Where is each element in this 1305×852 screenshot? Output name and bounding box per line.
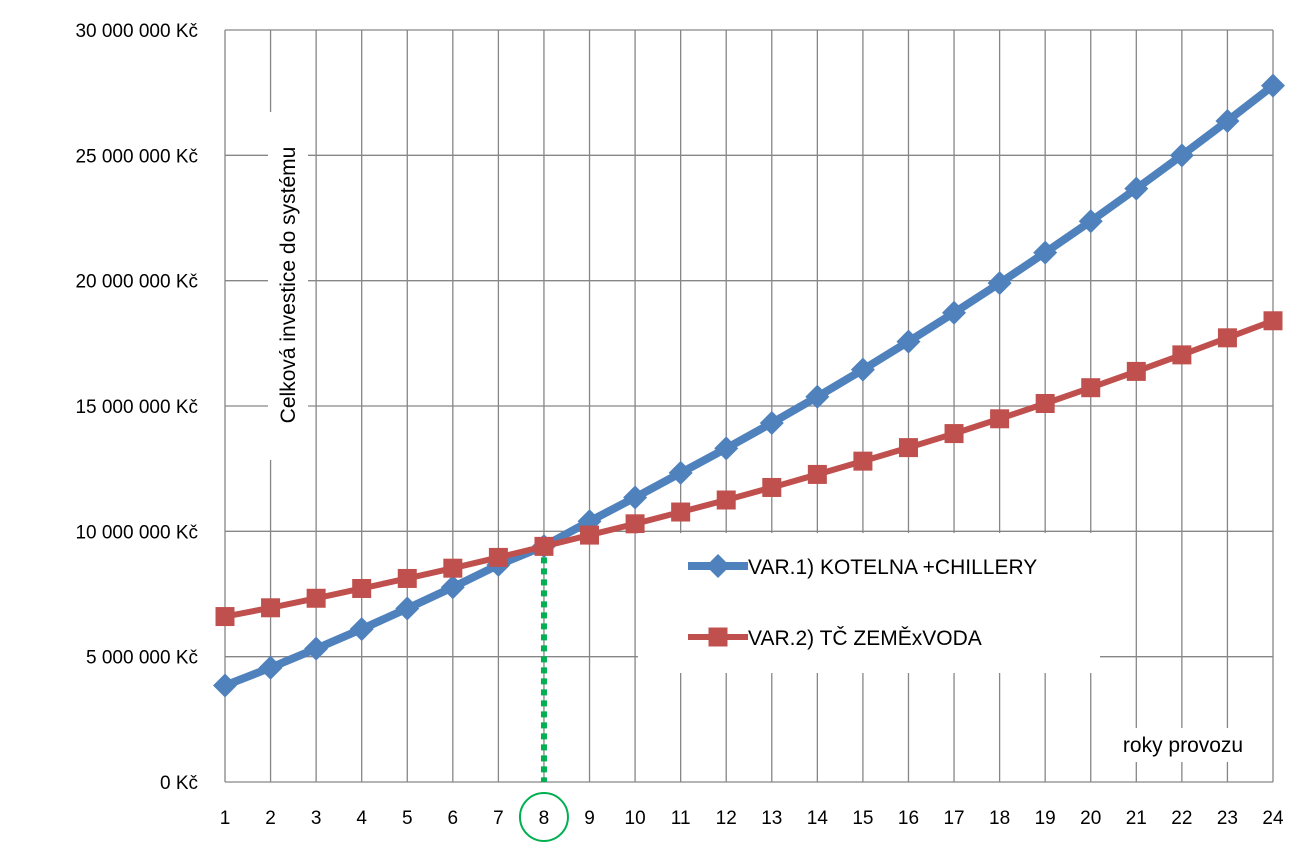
data-point [1124,176,1149,201]
x-tick-label: 7 [493,808,504,829]
data-point [762,477,782,497]
data-point [1033,240,1058,265]
legend-label: VAR.2) TČ ZEMĚxVODA [748,627,982,650]
data-point [1078,209,1103,234]
legend-label: VAR.1) KOTELNA +CHILLERY [748,556,1037,579]
y-tick-label: 5 000 000 Kč [86,648,198,669]
x-tick-label: 2 [265,808,276,829]
x-tick-label: 14 [807,808,829,829]
breakeven-highlight [518,546,569,842]
data-point [896,329,921,354]
legend-item: VAR.1) KOTELNA +CHILLERY [688,554,1037,579]
y-tick-label: 0 Kč [160,773,198,794]
data-point [987,271,1012,296]
x-tick-label: 12 [716,808,737,829]
series-2 [215,311,1283,627]
x-tick-label: 8 [539,808,550,829]
data-point [1035,393,1055,413]
data-point [397,568,417,588]
data-point [990,409,1010,429]
x-tick-label: 21 [1126,808,1147,829]
data-point [853,451,873,471]
data-point [1263,311,1283,331]
breakeven-circle [518,792,569,842]
y-axis-tick-labels: 0 Kč 5 000 000 Kč 10 000 000 Kč 15 000 000 … [75,21,198,794]
data-point [488,547,508,567]
y-tick-label: 15 000 000 Kč [75,397,198,418]
legend-items: VAR.1) KOTELNA +CHILLERY VAR.2) TČ ZEMĚxV… [688,554,1037,650]
data-point [534,536,554,556]
data-point [714,436,739,461]
y-axis-title-background [268,112,308,460]
x-tick-label: 3 [311,808,322,829]
data-point [1169,143,1194,168]
x-tick-label: 10 [625,808,646,829]
x-axis-title-background [1102,728,1264,762]
y-tick-label: 25 000 000 Kč [75,146,198,167]
data-point [671,502,691,522]
x-tick-label: 24 [1262,808,1284,829]
data-point [1081,378,1101,398]
series-lines [213,73,1285,698]
x-tick-label: 19 [1035,808,1056,829]
data-point [443,558,463,578]
x-tick-label: 22 [1171,808,1192,829]
x-tick-label: 6 [448,808,459,829]
y-tick-label: 10 000 000 Kč [75,522,198,543]
data-point [1217,328,1237,348]
legend-swatch-marker [706,554,730,578]
x-tick-label: 16 [898,808,919,829]
y-axis-title: Celková investice do systému [277,147,300,424]
y-tick-label: 30 000 000 Kč [75,21,198,42]
x-axis-title: roky provozu [1123,734,1243,757]
data-point [716,490,736,510]
legend-item: VAR.2) TČ ZEMĚxVODA [688,627,982,650]
y-tick-label: 20 000 000 Kč [75,272,198,293]
data-point [258,655,283,680]
x-tick-label: 4 [356,808,367,829]
data-point [668,460,693,485]
data-point [395,596,420,621]
x-axis-tick-labels: 1 2 3 4 5 6 7 8 9 10 11 12 13 14 15 16 17 18 19 20 21 22 23 24 [220,808,1284,829]
x-tick-label: 1 [220,808,231,829]
x-tick-label: 5 [402,808,413,829]
x-tick-label: 15 [852,808,873,829]
x-tick-label: 9 [584,808,595,829]
data-point [352,578,372,598]
x-tick-label: 13 [761,808,782,829]
x-tick-label: 20 [1080,808,1101,829]
legend-swatch-marker [708,627,728,647]
data-point [261,598,281,618]
data-point [215,607,235,627]
data-point [805,384,830,409]
data-point [1172,345,1192,365]
data-point [850,357,875,382]
data-point [759,411,784,436]
data-point [580,525,600,545]
data-point [807,464,827,484]
data-point [625,514,645,534]
data-point [623,485,648,510]
data-point [1215,108,1240,133]
data-point [349,617,374,642]
data-point [304,636,329,661]
x-tick-label: 11 [671,808,691,829]
data-point [942,300,967,325]
data-point [944,424,964,444]
legend: VAR.1) KOTELNA +CHILLERY VAR.2) TČ ZEMĚxV… [638,533,1100,673]
data-point [898,438,918,458]
data-point [1261,73,1285,98]
x-tick-label: 17 [943,808,964,829]
legend-background [638,533,1100,673]
x-tick-label: 23 [1217,808,1238,829]
data-point [440,575,465,600]
data-point [1126,361,1146,381]
data-point [306,588,326,608]
series-1 [213,73,1285,698]
x-tick-label: 18 [989,808,1010,829]
data-point [213,673,237,698]
